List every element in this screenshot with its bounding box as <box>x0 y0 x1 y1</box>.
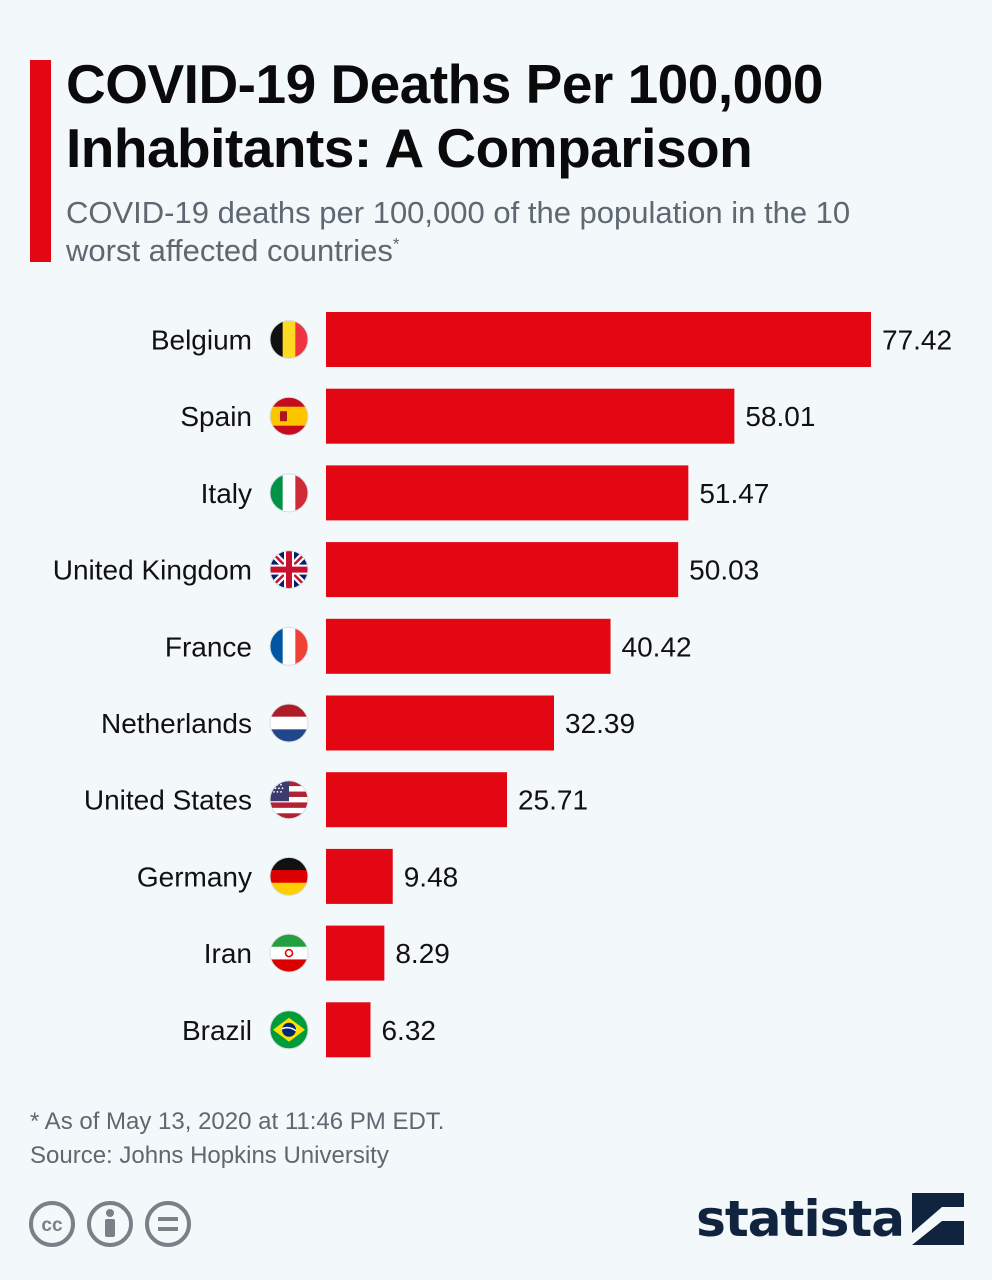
bar-row: Italy 51.47 <box>201 465 769 521</box>
bar-row: Spain 58.01 <box>180 388 815 444</box>
brazil-flag-icon <box>269 1010 309 1050</box>
bar-row: Iran 8.29 <box>204 925 450 981</box>
italy-flag-icon <box>269 473 309 513</box>
spain-flag-icon <box>269 396 309 436</box>
bar <box>326 618 611 674</box>
value-label: 8.29 <box>395 938 450 969</box>
bar-chart: Belgium 77.42 Spain 58.01 Italy 51.47 United K… <box>53 312 952 1058</box>
belgium-flag-icon <box>269 320 309 359</box>
category-label: Spain <box>180 401 252 432</box>
chart-subtitle: COVID-19 deaths per 100,000 of the popul… <box>66 194 866 270</box>
category-label: France <box>165 631 252 662</box>
subtitle-footnote-marker: * <box>392 234 400 254</box>
bar <box>326 848 393 904</box>
germany-flag-icon <box>269 856 309 896</box>
statista-logo-text: statista <box>696 1190 905 1248</box>
uk-flag-icon <box>269 550 309 590</box>
subtitle-text: COVID-19 deaths per 100,000 of the popul… <box>66 195 851 268</box>
chart-title: COVID-19 Deaths Per 100,000 Inhabitants:… <box>66 53 823 179</box>
netherlands-flag-icon <box>269 703 309 743</box>
bar <box>326 312 871 367</box>
source-line: Source: Johns Hopkins University <box>30 1142 389 1169</box>
footnote: * As of May 13, 2020 at 11:46 PM EDT. So… <box>30 1105 444 1173</box>
value-label: 40.42 <box>622 631 692 662</box>
value-label: 77.42 <box>882 325 952 356</box>
statista-logo[interactable]: statista <box>696 1190 964 1248</box>
value-label: 58.01 <box>745 401 815 432</box>
bar-row: Germany 9.48 <box>137 848 459 904</box>
bar <box>326 1002 371 1058</box>
bar <box>326 465 689 521</box>
category-label: Germany <box>137 861 252 892</box>
category-label: Iran <box>204 938 252 969</box>
iran-flag-icon <box>269 933 309 973</box>
title-accent-bar <box>30 60 51 262</box>
value-label: 50.03 <box>689 555 759 586</box>
category-label: Brazil <box>182 1015 252 1046</box>
value-label: 51.47 <box>699 478 769 509</box>
category-label: Belgium <box>151 325 252 356</box>
category-label: Italy <box>201 478 252 509</box>
category-label: Netherlands <box>101 708 252 739</box>
bar <box>326 388 735 444</box>
bar-row: Brazil 6.32 <box>182 1002 436 1058</box>
bar-row: United Kingdom 50.03 <box>53 542 759 598</box>
bar-row: France 40.42 <box>165 618 692 674</box>
bar <box>326 695 555 751</box>
bar <box>326 772 507 828</box>
us-flag-icon <box>269 780 309 820</box>
value-label: 25.71 <box>518 785 588 816</box>
svg-text:cc: cc <box>41 1215 63 1236</box>
france-flag-icon <box>269 626 309 666</box>
attribution-icon[interactable] <box>86 1200 134 1248</box>
category-label: United Kingdom <box>53 555 252 586</box>
value-label: 6.32 <box>381 1015 436 1046</box>
cc-icon[interactable]: cc <box>28 1200 76 1248</box>
statista-logo-mark-icon <box>912 1193 964 1245</box>
bar <box>326 925 385 981</box>
footnote-note: * As of May 13, 2020 at 11:46 PM EDT. <box>30 1108 445 1135</box>
value-label: 32.39 <box>565 708 635 739</box>
bar-row: United States 25.71 <box>84 772 588 828</box>
no-derivatives-icon[interactable] <box>144 1200 192 1248</box>
value-label: 9.48 <box>404 861 459 892</box>
category-label: United States <box>84 785 252 816</box>
bar-row: Netherlands 32.39 <box>101 695 635 751</box>
bar <box>326 542 679 598</box>
bar-row: Belgium 77.42 <box>151 312 952 367</box>
license-icons: cc <box>28 1200 192 1248</box>
